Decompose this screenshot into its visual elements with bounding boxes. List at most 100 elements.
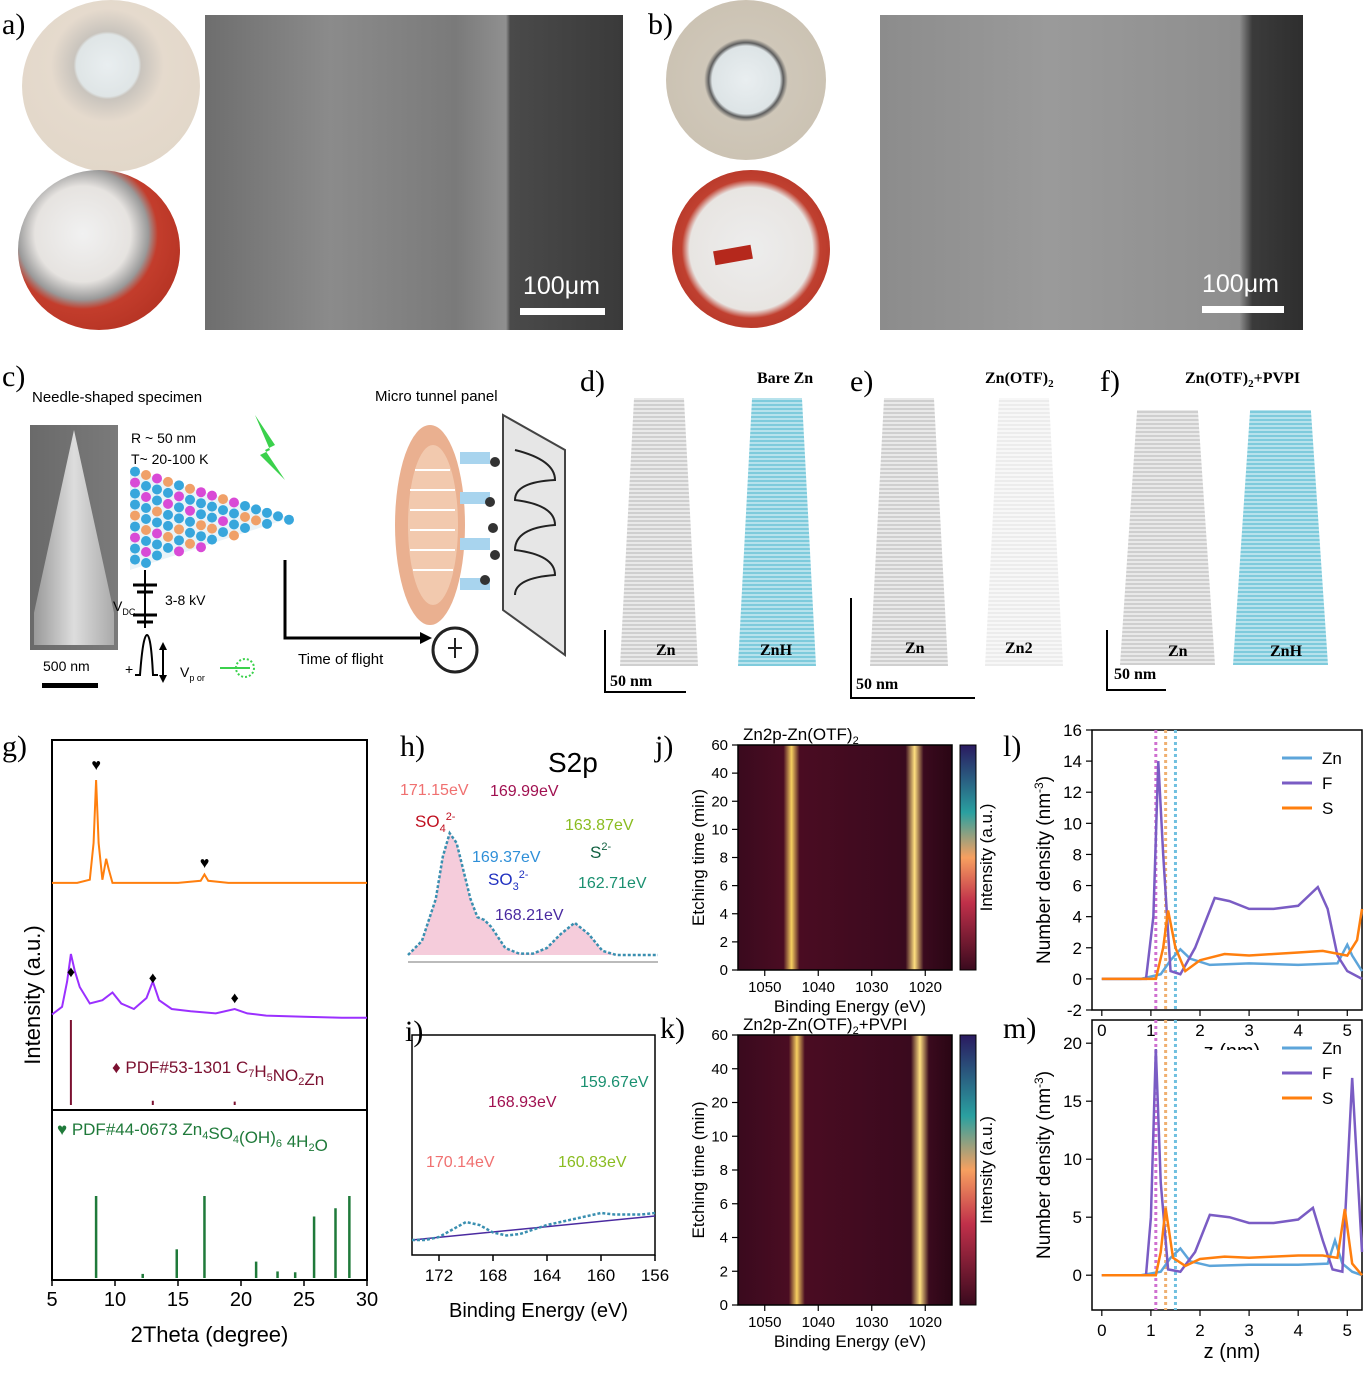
atom <box>196 498 206 509</box>
atom <box>273 511 283 522</box>
peak-annotation: 170.14eV <box>426 1154 495 1171</box>
atom <box>174 546 184 557</box>
heatmap-body <box>737 1034 953 1306</box>
atom <box>207 501 217 512</box>
peak-annotation: 159.67eV <box>580 1074 649 1091</box>
atom <box>218 505 228 516</box>
pulse-sub: p or <box>189 672 205 683</box>
apt-schematic <box>130 415 294 683</box>
atom <box>152 473 162 484</box>
atom <box>218 527 228 538</box>
x-tick-label: 168 <box>479 1266 507 1285</box>
atom <box>141 481 151 491</box>
atom <box>163 531 173 542</box>
x-axis-label: Binding Energy (eV) <box>774 1332 926 1351</box>
x-tick-label: 30 <box>356 1289 378 1311</box>
x-tick-label: 1030 <box>855 979 888 996</box>
y-tick-label: 12 <box>1063 783 1082 802</box>
series-line-F <box>1101 761 1363 981</box>
apt-d-title: Bare Zn <box>757 370 814 387</box>
x-tick-label: 3 <box>1244 1321 1253 1340</box>
atom <box>152 506 162 517</box>
y-tick-label: 8 <box>720 1162 728 1179</box>
atom <box>284 514 294 525</box>
y-tick-label: 5 <box>1073 1208 1082 1227</box>
atom <box>130 521 140 532</box>
atom <box>163 520 173 531</box>
atom <box>130 499 140 510</box>
x-tick-label: 1040 <box>802 979 835 996</box>
panel-label-d: d) <box>580 365 605 398</box>
apt-f-title-tail: +PVPI <box>1253 370 1301 387</box>
x-tick-label: 1 <box>1146 1321 1155 1340</box>
atom <box>196 542 206 553</box>
y-tick-label: 8 <box>1073 845 1082 864</box>
separator-photo-bottom-b <box>672 170 830 328</box>
atom <box>163 476 173 487</box>
baseline <box>411 1215 656 1241</box>
series-line-orange <box>52 779 367 884</box>
legend-label-S: S <box>1322 1089 1333 1108</box>
x-tick-label: 160 <box>587 1266 615 1285</box>
atom <box>141 525 151 535</box>
y-tick-label: 10 <box>711 821 728 838</box>
atom <box>185 538 195 549</box>
atom <box>130 477 140 488</box>
atom <box>207 534 217 545</box>
scalebar-label-a: 100μm <box>523 272 600 300</box>
panel-label-g: g) <box>2 730 27 763</box>
colorbar <box>959 744 977 971</box>
apt-f-title-sub: 2 <box>1248 378 1254 391</box>
panel-label-k: k) <box>660 1012 685 1045</box>
atom <box>196 520 206 531</box>
voltage-range-label: 3-8 kV <box>165 592 206 608</box>
sem-image-a: 100μm <box>205 15 623 330</box>
x-tick-label: 2 <box>1195 1021 1204 1040</box>
x-axis-label: Binding Energy (eV) <box>449 1300 628 1322</box>
apt-f-title: Zn(OTF) <box>1185 370 1249 387</box>
atom <box>152 550 162 561</box>
atom <box>174 480 184 491</box>
y-tick-label: -2 <box>1067 1001 1082 1020</box>
x-axis-label: z (nm) <box>1204 1341 1261 1363</box>
separator-photo-bottom-a <box>18 170 180 330</box>
y-axis-label: Intensity (a.u.) <box>20 925 45 1064</box>
chart-title: Zn2p-Zn(OTF)2 <box>743 725 859 747</box>
atom <box>174 535 184 546</box>
atom <box>152 495 162 506</box>
x-tick-label: 5 <box>1343 1321 1352 1340</box>
sem-image-b: 100μm <box>880 15 1303 330</box>
apt-e-right-label: Zn2 <box>1005 640 1033 657</box>
colorbar-label: Intensity (a.u.) <box>977 804 996 912</box>
atom <box>251 504 261 515</box>
y-tick-label: 4 <box>720 906 728 923</box>
heart-marker: ♥ <box>91 757 101 774</box>
series-line-Zn <box>1101 1236 1363 1277</box>
atom <box>251 515 261 526</box>
y-tick-label: 10 <box>711 1128 728 1145</box>
atom <box>130 532 140 543</box>
vdc-sub: DC <box>122 606 136 617</box>
s2p-envelope <box>412 1211 656 1242</box>
plot-frame <box>1091 729 1363 1011</box>
y-tick-label: 20 <box>711 793 728 810</box>
x-tick-label: 0 <box>1097 1021 1106 1040</box>
x-tick-label: 15 <box>167 1289 189 1311</box>
atom <box>262 507 272 518</box>
panel-label-b: b) <box>648 8 673 41</box>
apt-e-zn-map <box>870 398 948 666</box>
atom <box>229 497 239 508</box>
x-tick-label: 172 <box>425 1266 453 1285</box>
y-tick-label: 6 <box>720 878 728 895</box>
atom <box>240 500 250 511</box>
series-line-purple <box>51 953 367 1019</box>
x-axis-label: 2Theta (degree) <box>131 1322 289 1347</box>
legend-label-Zn: Zn <box>1322 1039 1342 1058</box>
chart-title: S2p <box>548 747 598 778</box>
y-tick-label: 14 <box>1063 752 1082 771</box>
atom <box>130 554 140 565</box>
vdc-label: V <box>113 598 123 614</box>
apt-f-zn-map <box>1120 410 1215 665</box>
diamond-marker: ♦ <box>149 970 157 987</box>
atom <box>141 514 151 524</box>
